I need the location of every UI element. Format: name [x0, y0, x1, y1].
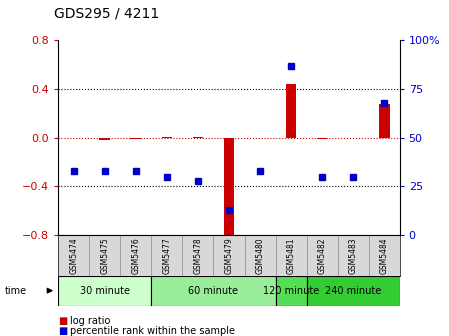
Text: GDS295 / 4211: GDS295 / 4211	[54, 6, 159, 20]
Bar	[151, 276, 276, 306]
Text: ■: ■	[58, 326, 68, 336]
Text: time: time	[4, 286, 26, 296]
Bar	[193, 136, 203, 138]
Text: GSM5481: GSM5481	[286, 237, 295, 274]
Text: ■: ■	[58, 316, 68, 326]
Text: 240 minute: 240 minute	[325, 286, 381, 296]
Bar	[131, 138, 141, 139]
Bar	[286, 84, 296, 138]
Bar	[224, 138, 234, 241]
Text: percentile rank within the sample: percentile rank within the sample	[70, 326, 234, 336]
Text: GSM5482: GSM5482	[317, 237, 326, 274]
Text: GSM5479: GSM5479	[224, 237, 233, 274]
Text: GSM5474: GSM5474	[70, 237, 79, 274]
Text: 120 minute: 120 minute	[263, 286, 319, 296]
Bar	[100, 138, 110, 140]
Bar	[379, 103, 390, 138]
Text: 60 minute: 60 minute	[189, 286, 238, 296]
Text: GSM5484: GSM5484	[379, 237, 388, 274]
Bar	[58, 276, 151, 306]
Bar	[276, 276, 307, 306]
Text: log ratio: log ratio	[70, 316, 110, 326]
Bar	[317, 138, 327, 139]
Text: GSM5478: GSM5478	[194, 237, 202, 274]
Text: GSM5477: GSM5477	[163, 237, 172, 274]
Text: GSM5480: GSM5480	[255, 237, 264, 274]
Bar	[307, 276, 400, 306]
Text: GSM5475: GSM5475	[101, 237, 110, 274]
Text: 30 minute: 30 minute	[80, 286, 130, 296]
Text: GSM5483: GSM5483	[348, 237, 357, 274]
Bar	[162, 136, 172, 138]
Text: GSM5476: GSM5476	[132, 237, 141, 274]
